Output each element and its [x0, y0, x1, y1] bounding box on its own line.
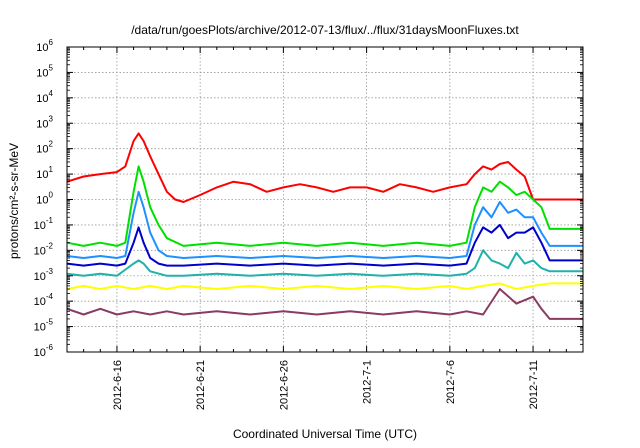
y-tick-label: 10-2 [34, 241, 54, 257]
x-tick-label: 2012-7-1 [362, 360, 374, 404]
series-line-7 [66, 288, 583, 320]
y-tick-label: 104 [36, 89, 53, 105]
y-tick-base: 10 [36, 67, 48, 79]
x-tick-label: 2012-7-11 [528, 360, 540, 409]
y-tick-exponent: -2 [46, 241, 54, 250]
y-tick-base: 10 [34, 296, 46, 308]
grid-lines [67, 47, 583, 352]
y-tick-base: 10 [36, 42, 48, 54]
y-tick-base: 10 [34, 322, 46, 334]
y-tick-base: 10 [36, 144, 48, 156]
y-tick-base: 10 [36, 195, 48, 207]
y-tick-base: 10 [34, 347, 46, 359]
y-tick-exponent: 1 [49, 165, 54, 174]
y-tick-exponent: -3 [46, 267, 54, 276]
y-tick-base: 10 [36, 93, 48, 105]
y-tick-exponent: -6 [46, 343, 54, 352]
y-tick-base: 10 [36, 169, 48, 181]
y-tick-label: 100 [36, 191, 53, 207]
y-tick-exponent: -5 [46, 318, 54, 327]
y-tick-base: 10 [34, 220, 46, 232]
series-line-4 [66, 223, 583, 267]
series-line-5 [66, 249, 583, 277]
x-tick-label: 2012-6-16 [112, 360, 124, 410]
y-tick-label: 10-5 [34, 318, 54, 334]
y-tick-exponent: -1 [46, 216, 54, 225]
y-tick-label: 10-1 [34, 216, 54, 232]
y-tick-label: 105 [36, 63, 53, 79]
y-tick-label: 103 [36, 114, 53, 130]
y-tick-exponent: 3 [49, 114, 54, 123]
y-tick-exponent: 2 [49, 140, 54, 149]
plot-frame [66, 46, 584, 353]
x-axis-label: Coordinated Universal Time (UTC) [233, 427, 417, 441]
tick-labels: 2012-6-16 2012-6-21 2012-6-26 2012-7-1 2012-… [34, 38, 540, 410]
series-line-6 [66, 282, 583, 290]
y-tick-label: 10-6 [34, 343, 54, 359]
y-tick-base: 10 [34, 245, 46, 257]
axis-frame [66, 46, 584, 353]
y-tick-label: 10-3 [34, 267, 54, 283]
y-tick-exponent: 0 [49, 191, 54, 200]
y-tick-label: 102 [36, 140, 53, 156]
chart-title: /data/run/goesPlots/archive/2012-07-13/f… [131, 23, 519, 37]
y-tick-exponent: 5 [49, 63, 54, 72]
y-tick-base: 10 [34, 271, 46, 283]
y-tick-label: 101 [36, 165, 53, 181]
y-tick-exponent: 4 [49, 89, 54, 98]
series-line-1 [66, 132, 583, 203]
series-layer [66, 132, 583, 320]
y-tick-exponent: 6 [49, 38, 54, 47]
x-tick-label: 2012-6-26 [278, 360, 290, 410]
y-tick-exponent: -4 [46, 292, 54, 301]
y-axis-label-group: protons/cm²-s-sr-MeV [7, 143, 21, 259]
y-tick-label: 106 [36, 38, 53, 54]
series-line-3 [66, 190, 583, 259]
x-tick-label: 2012-7-6 [445, 360, 457, 404]
x-tick-label: 2012-6-21 [195, 360, 207, 410]
y-tick-label: 10-4 [34, 292, 54, 308]
series-line-2 [66, 165, 583, 247]
y-tick-base: 10 [36, 118, 48, 130]
y-axis-label: protons/cm²-s-sr-MeV [7, 143, 21, 259]
